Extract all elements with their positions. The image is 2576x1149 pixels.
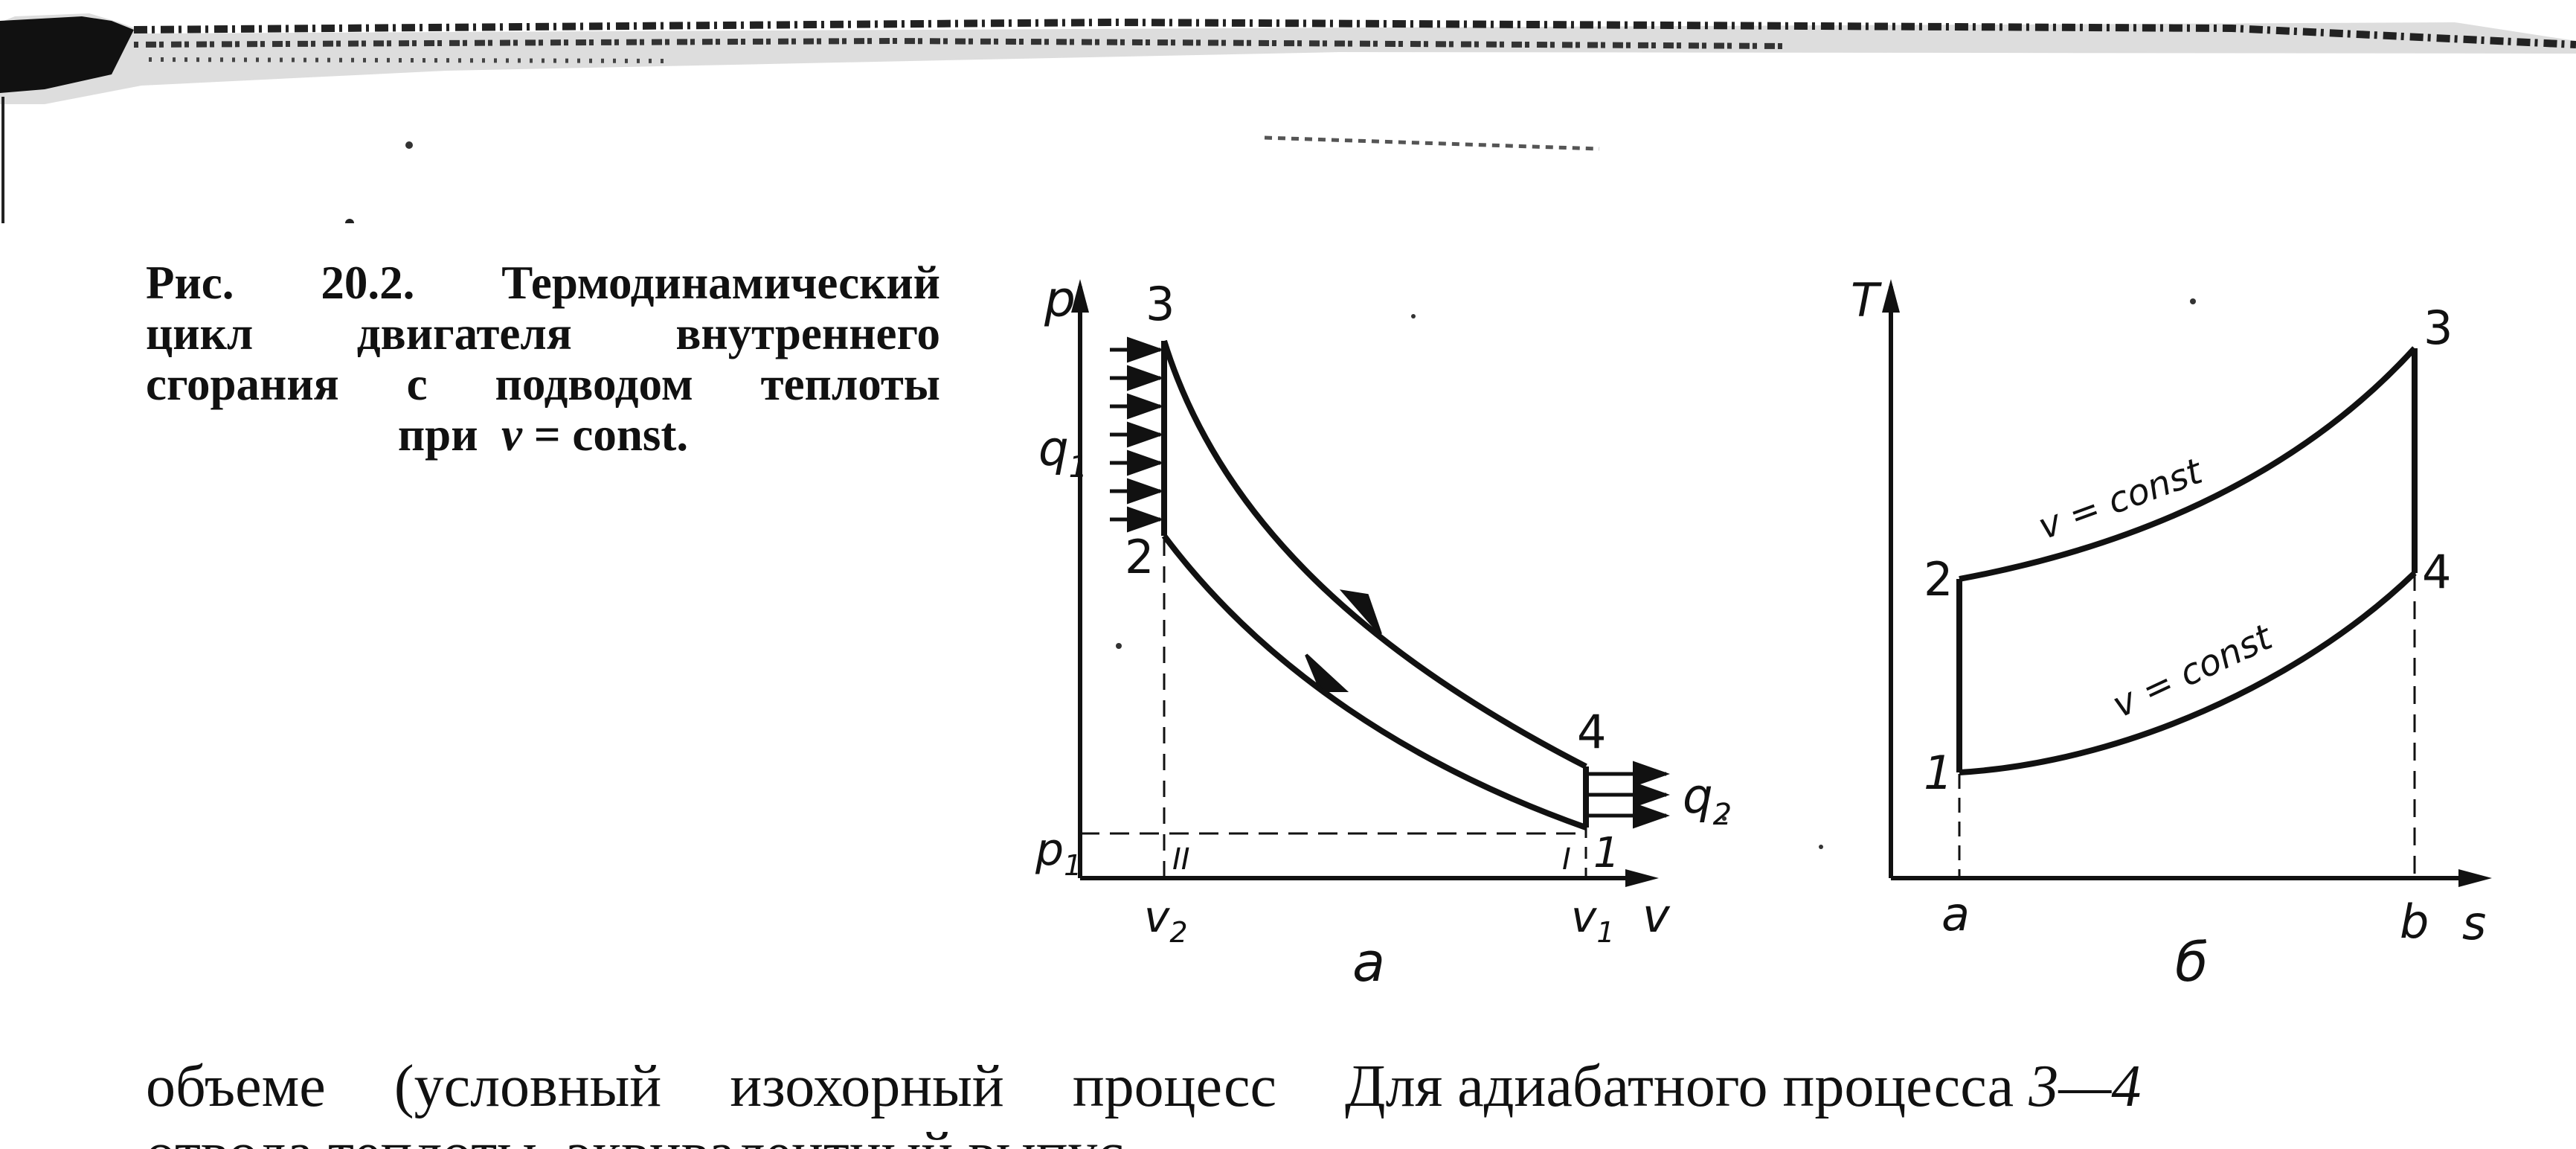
pv-direction-arrow-expansion: [1339, 589, 1382, 636]
body-word: процесс: [1072, 1054, 1276, 1119]
pv-v1-label: v1: [1571, 892, 1615, 949]
caption-line-4: при v = const.: [146, 409, 940, 460]
caption-word-pri: при: [397, 409, 478, 461]
figure-caption: Рис. 20.2. Термодинамический цикл двигат…: [146, 257, 940, 460]
scan-edge-artifact: [0, 13, 2576, 223]
pv-diagram: [1071, 279, 1670, 887]
pv-heat-in-arrows: [1110, 336, 1164, 533]
pv-marker-II: II: [1172, 842, 1190, 877]
ts-point-2: 2: [1924, 552, 1953, 606]
pv-axis-y-arrow: [1071, 279, 1089, 313]
cycle-diagrams: p v 3 2 4 1 q1 q2 p1 v2 v1 II I a: [1035, 271, 2492, 993]
pv-labels: p v 3 2 4 1 q1 q2 p1 v2 v1 II I a: [1035, 271, 1732, 993]
caption-fig-number: 20.2.: [321, 257, 415, 309]
caption-word: двигателя: [356, 307, 572, 359]
body-text-left: объеме (условный изохорный процесс: [146, 1053, 1276, 1121]
pv-point-2: 2: [1125, 530, 1154, 584]
pv-axis-x-arrow: [1625, 869, 1659, 887]
caption-line-1: Рис. 20.2. Термодинамический: [146, 257, 940, 308]
body-text-cutoff-line: отвода теплоты, эквивалентный выпус-: [146, 1116, 1144, 1149]
caption-variable: v: [501, 409, 522, 461]
body-word: изохорный: [730, 1054, 1004, 1119]
body-word: (условный: [394, 1054, 662, 1119]
ts-axis-y-arrow: [1882, 279, 1900, 313]
pv-point-1: 1: [1593, 829, 1620, 877]
ts-point-4: 4: [2422, 545, 2451, 599]
ts-axis-x-arrow: [2458, 869, 2492, 887]
pv-v2-label: v2: [1144, 892, 1188, 949]
ts-point-3: 3: [2424, 301, 2453, 355]
ts-tick-b: b: [2400, 894, 2429, 949]
caption-const: = const.: [533, 409, 689, 461]
caption-line-2: цикл двигателя внутреннего: [146, 308, 940, 359]
ts-sublabel: б: [2175, 931, 2208, 993]
pv-marker-I: I: [1562, 842, 1571, 877]
ts-diagram: [1882, 279, 2492, 887]
body-process-number: 3—4: [2029, 1054, 2142, 1119]
caption-word: цикл: [146, 307, 254, 359]
caption-fig-word: Рис.: [146, 257, 234, 309]
pv-point-3: 3: [1146, 277, 1175, 331]
scan-specks: [1116, 298, 2196, 849]
caption-word: при v = const.: [398, 409, 688, 460]
caption-word: внутреннего: [675, 307, 940, 359]
pv-axis-x-label: v: [1642, 889, 1671, 943]
caption-word: теплоты: [760, 358, 940, 410]
ts-axis-x-label: s: [2462, 896, 2486, 950]
body-text-right: Для адиабатного процесса 3—4: [1345, 1053, 2141, 1121]
pv-p1-label: p1: [1035, 824, 1082, 882]
ts-curve-lower-label: v = const: [2106, 615, 2279, 726]
body-word: объеме: [146, 1054, 326, 1119]
caption-word: сгорания: [146, 358, 339, 410]
pv-sublabel: a: [1352, 931, 1385, 993]
caption-word: с: [406, 358, 428, 410]
pv-heat-out-label: q2: [1683, 769, 1732, 832]
body-phrase: Для адиабатного процесса: [1345, 1054, 2014, 1119]
pv-heat-out-arrows: [1589, 761, 1670, 829]
pv-adiabat-3-4: [1161, 339, 1587, 769]
pv-point-4: 4: [1577, 705, 1606, 759]
ts-axis-y-label: T: [1851, 273, 1882, 327]
caption-word: подводом: [495, 358, 693, 410]
pv-adiabat-1-2: [1161, 534, 1587, 830]
ts-point-1: 1: [1924, 746, 1953, 800]
caption-word: Термодинамический: [501, 257, 940, 309]
caption-line-3: сгорания с подводом теплоты: [146, 359, 940, 409]
pv-direction-arrow-compression: [1305, 653, 1349, 692]
pv-axis-y-label: p: [1044, 271, 1076, 328]
ts-isochore-2-3: [1959, 346, 2417, 582]
ts-isochore-1-4: [1959, 571, 2417, 775]
pv-heat-in-label: q1: [1038, 422, 1088, 484]
ts-labels: T s 3 2 4 1 v = const v = const a b б: [1851, 273, 2486, 993]
ts-tick-a: a: [1941, 887, 1970, 941]
